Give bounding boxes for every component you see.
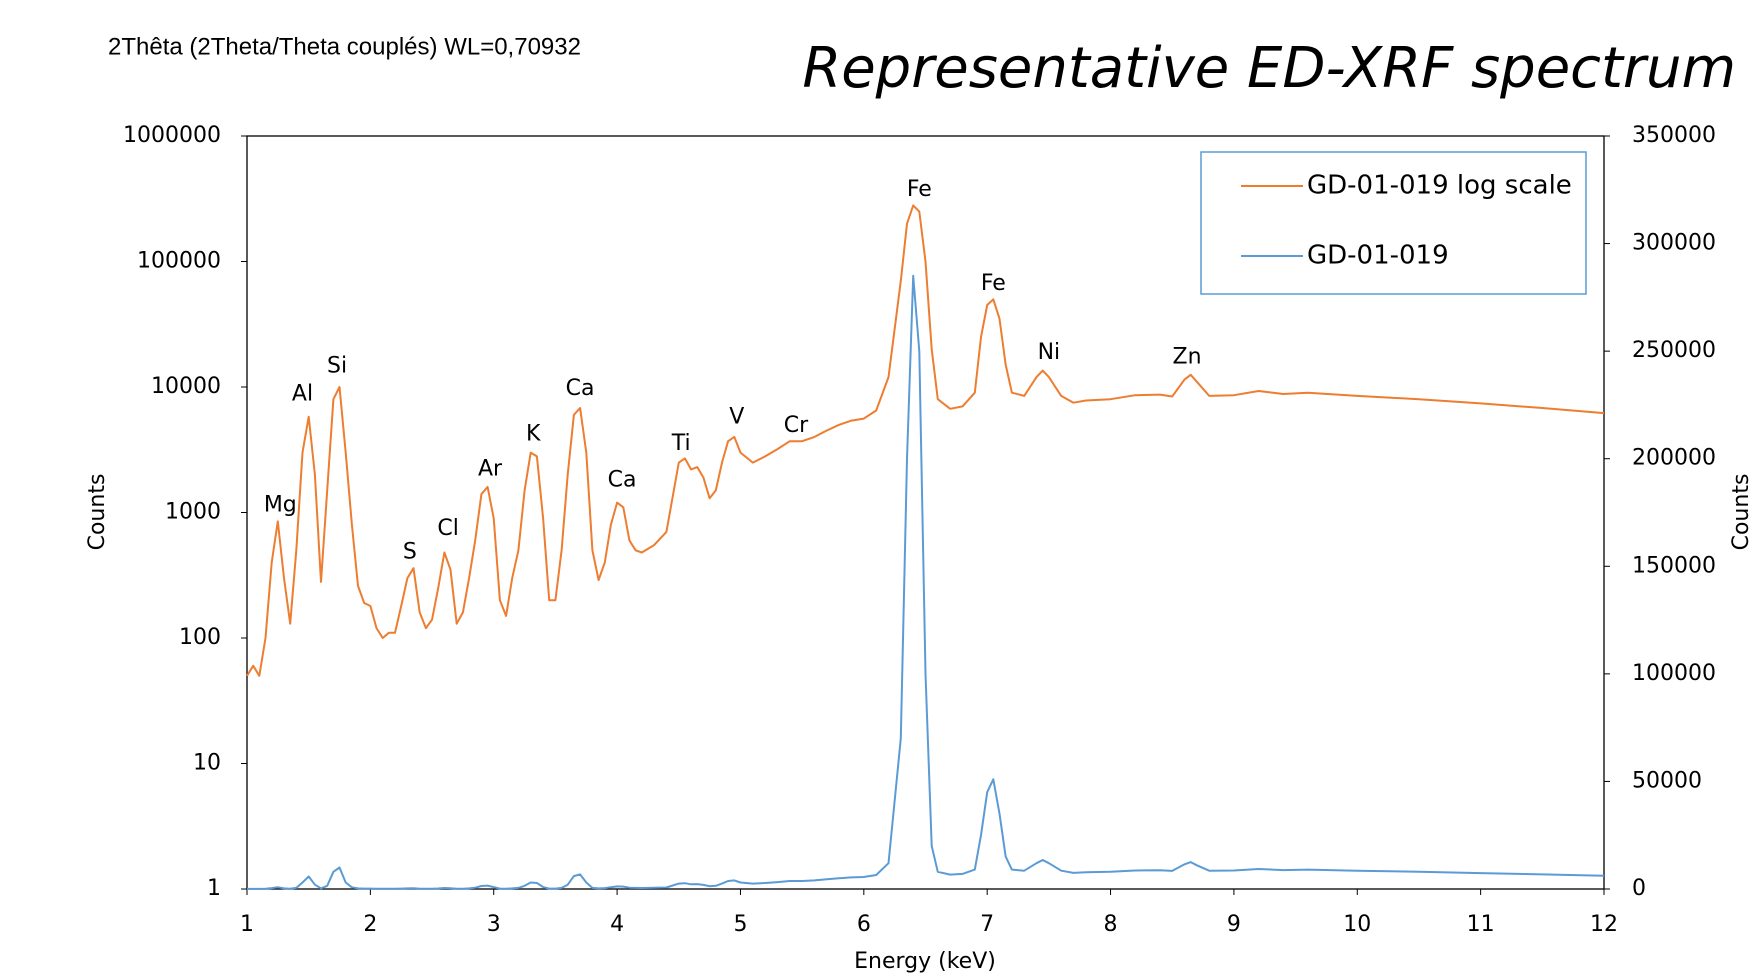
peak-label: Fe <box>907 177 932 202</box>
peak-label: Cr <box>784 413 809 438</box>
legend-box <box>1200 151 1587 295</box>
y-tick-label: 10000 <box>151 374 221 399</box>
x-tick-label: 4 <box>610 912 624 937</box>
y2-tick-label: 300000 <box>1632 231 1716 256</box>
peak-label: Ca <box>566 376 595 401</box>
y-tick-label: 1 <box>207 876 221 901</box>
peak-label: K <box>526 421 541 446</box>
peak-label: Ti <box>671 431 691 456</box>
x-axis-label: Energy (keV) <box>854 949 996 974</box>
y-tick-label: 1000000 <box>123 123 221 148</box>
y2-tick-label: 250000 <box>1632 338 1716 363</box>
x-tick-label: 5 <box>733 912 747 937</box>
x-tick-label: 6 <box>857 912 871 937</box>
legend-label: GD-01-019 log scale <box>1307 171 1572 201</box>
peak-label: Ca <box>608 467 637 492</box>
header: 2Thêta (2Theta/Theta couplés) WL=0,70932 <box>108 33 581 60</box>
y2-tick-label: 100000 <box>1632 661 1716 686</box>
y2-axis-label: Counts <box>1729 474 1754 551</box>
peak-label: Cl <box>437 516 458 541</box>
peak-label: Fe <box>981 271 1006 296</box>
peak-label: V <box>729 405 744 430</box>
x-tick-label: 11 <box>1467 912 1495 937</box>
x-tick-label: 3 <box>487 912 501 937</box>
y2-tick-label: 0 <box>1632 876 1646 901</box>
x-tick-label: 7 <box>980 912 994 937</box>
y2-tick-label: 200000 <box>1632 446 1716 471</box>
y2-tick-label: 50000 <box>1632 768 1702 793</box>
chart-title: Representative ED-XRF spectrum <box>802 36 1736 101</box>
y-axis-label: Counts <box>85 474 110 551</box>
peak-label: Zn <box>1173 344 1202 369</box>
x-tick-label: 9 <box>1227 912 1241 937</box>
x-tick-label: 1 <box>240 912 254 937</box>
y-tick-label: 10 <box>193 751 221 776</box>
peak-label: S <box>403 540 417 565</box>
y-tick-label: 1000 <box>165 500 221 525</box>
series-line <box>246 204 1605 677</box>
series-line <box>247 274 1605 890</box>
peak-label: Mg <box>264 492 297 517</box>
y-tick-label: 100000 <box>137 249 221 274</box>
peak-label: Si <box>327 354 347 379</box>
legend-label: GD-01-019 <box>1307 241 1449 271</box>
peak-label: Ni <box>1038 340 1061 365</box>
y2-tick-label: 350000 <box>1632 123 1716 148</box>
x-tick-label: 10 <box>1343 912 1371 937</box>
x-tick-label: 12 <box>1590 912 1618 937</box>
x-tick-label: 2 <box>363 912 377 937</box>
x-tick-label: 8 <box>1104 912 1118 937</box>
y-tick-label: 100 <box>179 625 221 650</box>
peak-label: Al <box>292 382 313 407</box>
peak-label: Ar <box>478 457 503 482</box>
y2-tick-label: 150000 <box>1632 553 1716 578</box>
